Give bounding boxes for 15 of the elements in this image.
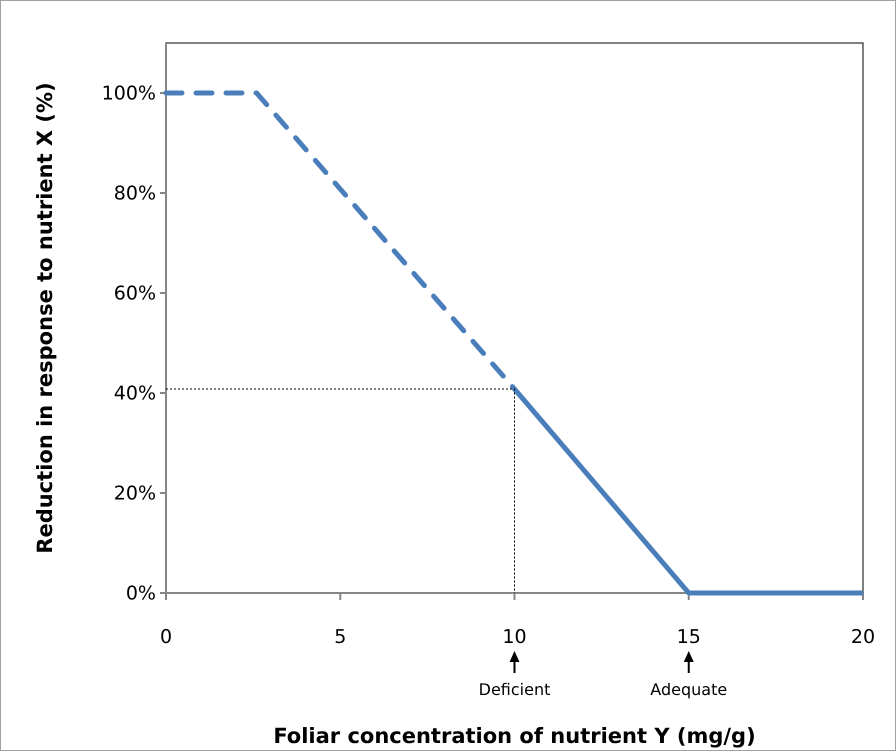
- y-tick-label: 80%: [114, 182, 156, 205]
- y-axis-title: Reduction in response to nutrient X (%): [33, 82, 57, 554]
- x-tick-label: 20: [850, 626, 876, 648]
- y-tick-label: 20%: [114, 482, 156, 505]
- x-tick-label: 5: [334, 626, 346, 648]
- x-tick-label: 10: [502, 626, 527, 648]
- y-tick-label: 60%: [114, 282, 156, 305]
- y-tick-label: 0%: [126, 582, 156, 605]
- y-tick-label: 100%: [102, 82, 156, 105]
- x-tick-label: 0: [160, 626, 172, 648]
- annotation: Adequate: [650, 680, 728, 699]
- x-axis-title: Foliar concentration of nutrient Y (mg/g): [273, 724, 756, 748]
- x-tick-label: 15: [676, 626, 701, 648]
- annotation: Deficient: [478, 680, 550, 699]
- y-tick-label: 40%: [114, 382, 156, 405]
